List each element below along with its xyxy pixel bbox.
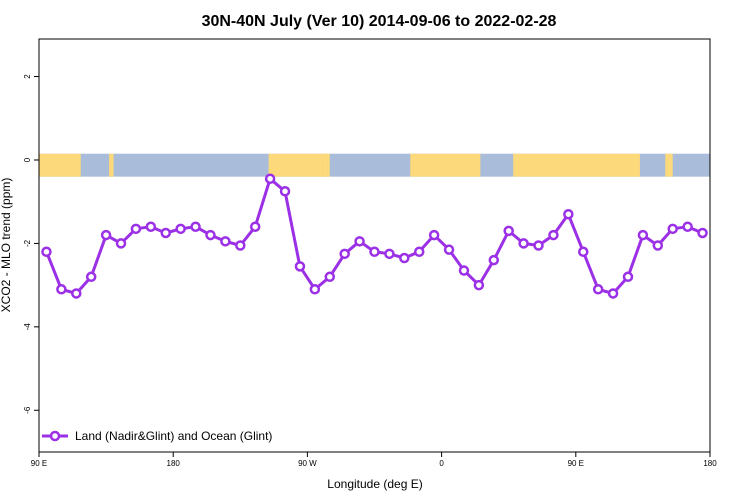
data-point	[220, 236, 231, 247]
plot-frame	[38, 38, 711, 453]
x-tick-label: 90 E	[31, 459, 47, 468]
data-point	[682, 221, 693, 232]
data-point	[41, 246, 52, 258]
data-point	[488, 254, 500, 266]
data-point	[145, 221, 157, 232]
y-tick-label: 0	[23, 157, 32, 162]
y-tick-label: -2	[23, 239, 32, 247]
data-point	[190, 221, 201, 232]
land-band	[322, 153, 329, 177]
y-tick-label: -4	[23, 323, 32, 331]
land-ocean-strip	[39, 153, 710, 177]
y-axis: 2 0 -2 -4 -6	[23, 74, 39, 414]
data-point	[279, 186, 291, 197]
land-band	[665, 153, 673, 177]
data-point	[324, 271, 336, 283]
data-point	[384, 248, 395, 260]
data-point	[354, 236, 365, 247]
data-point	[235, 240, 246, 251]
data-point	[56, 284, 67, 295]
data-point	[578, 246, 589, 258]
data-point	[264, 173, 276, 185]
data-point	[622, 271, 634, 283]
legend: Land (Nadir&Glint) and Ocean (Glint)	[42, 429, 272, 443]
data-point	[637, 229, 649, 241]
data-point	[309, 284, 321, 295]
data-point	[533, 240, 544, 251]
land-band	[513, 153, 640, 177]
data-point	[563, 208, 574, 220]
y-tick-label: -6	[23, 406, 32, 414]
data-point	[667, 223, 678, 235]
data-point	[443, 244, 455, 255]
y-axis-label: XCO2 - MLO trend (ppm)	[0, 178, 13, 313]
x-tick-label: 90 W	[298, 459, 317, 468]
x-axis: 90 E 180 90 W 0 90 E 180	[31, 452, 717, 468]
x-tick-label: 180	[167, 459, 181, 468]
legend-marker	[49, 430, 61, 442]
data-point	[399, 252, 410, 264]
land-band	[410, 153, 481, 177]
data-point	[369, 246, 380, 258]
data-point	[548, 229, 559, 241]
y-tick-label: 2	[23, 74, 32, 79]
x-axis-label: Longitude (deg E)	[327, 477, 422, 491]
series-layer	[41, 173, 708, 299]
data-point	[428, 229, 440, 241]
data-point	[697, 227, 708, 239]
x-tick-label: 180	[703, 459, 717, 468]
data-point	[205, 229, 216, 241]
data-point	[294, 261, 306, 272]
data-point	[518, 238, 529, 249]
land-band	[268, 153, 323, 177]
land-band	[109, 153, 114, 177]
x-tick-label: 90 E	[568, 459, 584, 468]
data-point	[473, 279, 485, 291]
data-point	[100, 229, 112, 241]
data-point	[339, 248, 350, 260]
land-band	[39, 153, 81, 177]
series-line	[45, 177, 704, 295]
data-point	[85, 271, 97, 283]
data-point	[607, 288, 619, 299]
data-point	[115, 238, 127, 249]
data-point	[130, 223, 142, 235]
data-point	[652, 240, 664, 251]
data-point	[413, 246, 425, 258]
data-point	[458, 265, 470, 276]
x-tick-label: 0	[439, 459, 444, 468]
legend-label: Land (Nadir&Glint) and Ocean (Glint)	[75, 429, 272, 443]
data-point	[175, 223, 186, 235]
data-point	[71, 288, 82, 299]
data-point	[160, 227, 171, 239]
data-point	[592, 284, 604, 295]
data-point	[503, 225, 514, 237]
chart-title: 30N-40N July (Ver 10) 2014-09-06 to 2022…	[202, 13, 557, 30]
data-point	[249, 221, 261, 232]
